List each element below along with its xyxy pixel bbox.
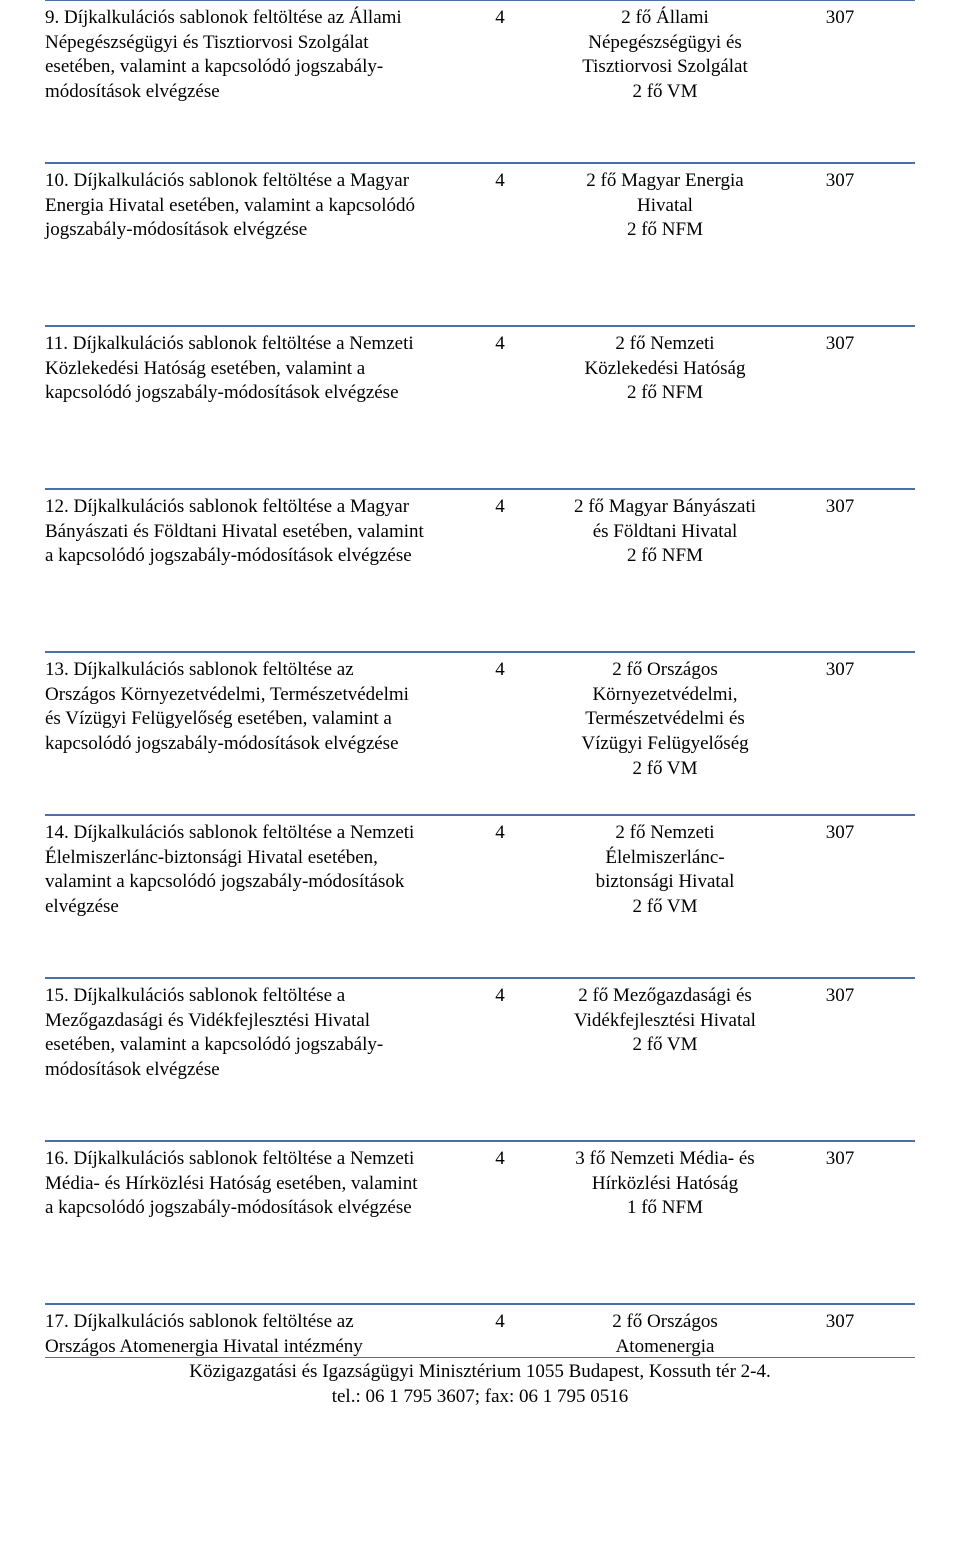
cell-description: 13. Díjkalkulációs sablonok feltöltése a… [45, 653, 435, 757]
cell-participants: 2 fő Nemzeti Közlekedési Hatóság2 fő NFM [565, 327, 765, 406]
cell-number: 4 [435, 1, 565, 31]
table-row: 11. Díjkalkulációs sablonok feltöltése a… [45, 326, 915, 489]
table-row: 14. Díjkalkulációs sablonok feltöltése a… [45, 815, 915, 978]
table-row: 12. Díjkalkulációs sablonok feltöltése a… [45, 489, 915, 652]
cell-code: 307 [765, 1142, 915, 1172]
cell-description: 11. Díjkalkulációs sablonok feltöltése a… [45, 327, 435, 406]
cell-participants: 2 fő Magyar Energia Hivatal2 fő NFM [565, 164, 765, 243]
cell-number: 4 [435, 816, 565, 846]
table-row: 13. Díjkalkulációs sablonok feltöltése a… [45, 652, 915, 815]
cell-description: 10. Díjkalkulációs sablonok feltöltése a… [45, 164, 435, 243]
cell-code: 307 [765, 979, 915, 1009]
footer-line-1: Közigazgatási és Igazságügyi Minisztériu… [0, 1360, 960, 1385]
cell-number: 4 [435, 490, 565, 520]
cell-participants: 2 fő Állami Népegészségügyi és Tisztiorv… [565, 1, 765, 105]
page-footer: Közigazgatási és Igazságügyi Minisztériu… [0, 1358, 960, 1415]
cell-description: 17. Díjkalkulációs sablonok feltöltése a… [45, 1305, 435, 1358]
cell-description: 16. Díjkalkulációs sablonok feltöltése a… [45, 1142, 435, 1221]
cell-number: 4 [435, 979, 565, 1009]
cell-number: 4 [435, 1305, 565, 1335]
cell-description: 15. Díjkalkulációs sablonok feltöltése a… [45, 979, 435, 1083]
table-row: 17. Díjkalkulációs sablonok feltöltése a… [45, 1304, 915, 1358]
task-table: 9. Díjkalkulációs sablonok feltöltése az… [45, 0, 915, 1358]
cell-participants: 2 fő Országos Atomenergia [565, 1305, 765, 1358]
cell-code: 307 [765, 1305, 915, 1335]
table-row: 16. Díjkalkulációs sablonok feltöltése a… [45, 1141, 915, 1304]
cell-code: 307 [765, 1, 915, 31]
cell-number: 4 [435, 653, 565, 683]
cell-description: 9. Díjkalkulációs sablonok feltöltése az… [45, 1, 435, 105]
cell-number: 4 [435, 164, 565, 194]
table-row: 9. Díjkalkulációs sablonok feltöltése az… [45, 0, 915, 163]
table-row: 15. Díjkalkulációs sablonok feltöltése a… [45, 978, 915, 1141]
footer-line-2: tel.: 06 1 795 3607; fax: 06 1 795 0516 [0, 1385, 960, 1410]
cell-code: 307 [765, 816, 915, 846]
cell-participants: 3 fő Nemzeti Média- és Hírközlési Hatósá… [565, 1142, 765, 1221]
cell-description: 12. Díjkalkulációs sablonok feltöltése a… [45, 490, 435, 569]
cell-participants: 2 fő Mezőgazdasági és Vidékfejlesztési H… [565, 979, 765, 1058]
cell-code: 307 [765, 490, 915, 520]
cell-code: 307 [765, 327, 915, 357]
cell-code: 307 [765, 164, 915, 194]
table-row: 10. Díjkalkulációs sablonok feltöltése a… [45, 163, 915, 326]
cell-number: 4 [435, 1142, 565, 1172]
cell-participants: 2 fő Országos Környezetvédelmi, Természe… [565, 653, 765, 781]
cell-participants: 2 fő Magyar Bányászati és Földtani Hivat… [565, 490, 765, 569]
cell-number: 4 [435, 327, 565, 357]
cell-description: 14. Díjkalkulációs sablonok feltöltése a… [45, 816, 435, 920]
cell-code: 307 [765, 653, 915, 683]
page: 9. Díjkalkulációs sablonok feltöltése az… [0, 0, 960, 1415]
cell-participants: 2 fő Nemzeti Élelmiszerlánc-biztonsági H… [565, 816, 765, 920]
